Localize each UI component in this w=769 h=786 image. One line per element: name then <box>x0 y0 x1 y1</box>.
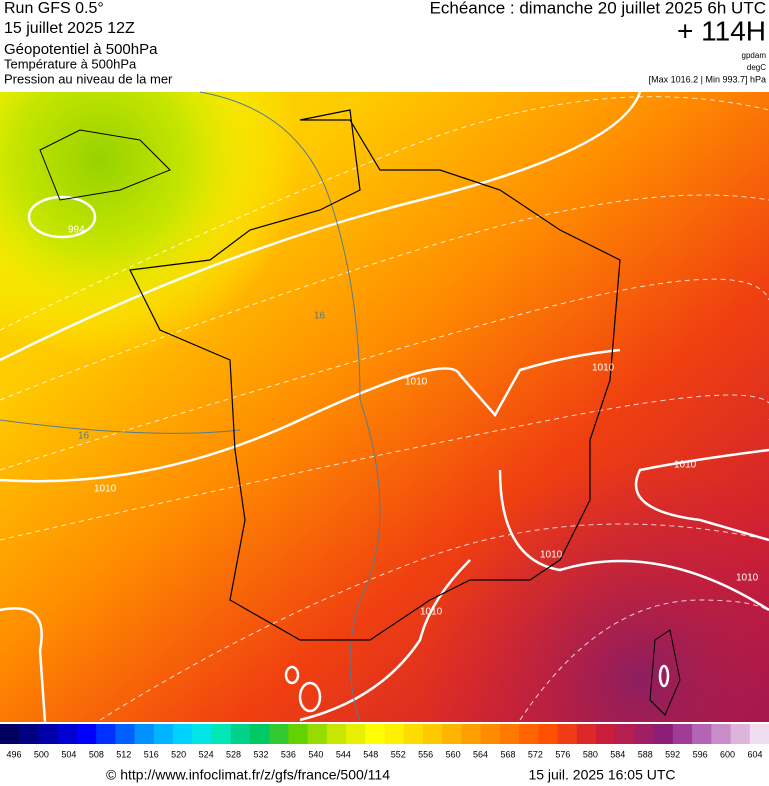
colorbar-swatch <box>134 724 155 744</box>
colorbar-label: 516 <box>144 749 159 759</box>
colorbar-swatch <box>307 724 328 744</box>
colorbar-swatch <box>365 724 385 744</box>
colorbar-swatch <box>730 724 751 744</box>
colorbar-label: 564 <box>473 749 488 759</box>
colorbar-swatch <box>269 724 289 744</box>
colorbar-swatch <box>57 724 78 744</box>
colorbar-swatch <box>96 724 116 744</box>
colorbar-label: 540 <box>308 749 323 759</box>
colorbar-swatch <box>672 724 693 744</box>
colorbar-swatch <box>749 724 769 744</box>
colorbar-label: 556 <box>418 749 433 759</box>
colorbar-swatch <box>595 724 616 744</box>
unit: degC <box>747 63 766 72</box>
colorbar-label: 536 <box>281 749 296 759</box>
colorbar-label: 532 <box>253 749 268 759</box>
lead-time: + 114H <box>677 15 766 46</box>
contour-label: 1010 <box>736 573 759 584</box>
contour-label: 1010 <box>592 363 615 374</box>
valid-time: Echéance : dimanche 20 juillet 2025 6h U… <box>430 0 766 17</box>
colorbar-swatch <box>403 724 424 744</box>
unit: [Max 1016.2 | Min 993.7] hPa <box>649 74 766 84</box>
colorbar-swatch <box>519 724 539 744</box>
colorbar-label: 500 <box>34 749 49 759</box>
colorbar-swatch <box>711 724 732 744</box>
colorbar-swatch <box>0 724 20 744</box>
footer-time: 15 juil. 2025 16:05 UTC <box>528 767 675 783</box>
colorbar-swatch <box>173 724 193 744</box>
colorbar-label: 584 <box>610 749 625 759</box>
contour-label: 994 <box>68 225 85 236</box>
map: 994 1010 1010 1010 1010 1010 1010 1010 1… <box>0 91 769 723</box>
colorbar-swatch <box>115 724 136 744</box>
colorbar-swatch <box>653 724 674 744</box>
colorbar-swatch <box>230 724 251 744</box>
colorbar-label: 588 <box>638 749 653 759</box>
colorbar-swatch <box>538 724 559 744</box>
contour-label: 16 <box>78 431 90 442</box>
colorbar-label: 592 <box>665 749 680 759</box>
colorbar-swatch <box>19 724 39 744</box>
colorbar-label: 580 <box>583 749 598 759</box>
colorbar-swatch <box>211 724 232 744</box>
colorbar-swatch <box>249 724 270 744</box>
colorbar-swatch <box>442 724 462 744</box>
contour-label: 1010 <box>674 460 697 471</box>
contour-label: 16 <box>314 311 326 322</box>
colorbar-label: 572 <box>528 749 543 759</box>
colorbar-label: 544 <box>336 749 351 759</box>
colorbar-swatch <box>384 724 405 744</box>
contour-label: 1010 <box>420 607 443 618</box>
colorbar-label: 576 <box>555 749 570 759</box>
header: Run GFS 0.5° 15 juillet 2025 12Z Géopote… <box>4 0 766 86</box>
colorbar-swatch <box>76 724 97 744</box>
colorbar-label: 520 <box>171 749 186 759</box>
colorbar-label: 548 <box>363 749 378 759</box>
colorbar-label: 496 <box>6 749 21 759</box>
colorbar-swatch <box>38 724 59 744</box>
contour-label: 1010 <box>405 377 428 388</box>
colorbar-swatch <box>576 724 597 744</box>
colorbar-swatch <box>153 724 174 744</box>
colorbar-label: 512 <box>116 749 131 759</box>
header-line: Température à 500hPa <box>4 56 137 71</box>
header-line: Géopotentiel à 500hPa <box>4 41 158 58</box>
colorbar-label: 596 <box>693 749 708 759</box>
colorbar: 496 500 504 508 512 516 520 524 528 532 536 540 544 5… <box>0 724 769 759</box>
colorbar-swatch <box>692 724 712 744</box>
header-line: Run GFS 0.5° <box>4 0 104 17</box>
contour-label: 1010 <box>94 484 117 495</box>
footer-url: © http://www.infoclimat.fr/z/gfs/france/… <box>106 767 390 783</box>
header-line: 15 juillet 2025 12Z <box>4 20 135 37</box>
colorbar-swatch <box>346 724 366 744</box>
colorbar-swatch <box>192 724 212 744</box>
colorbar-swatch <box>326 724 347 744</box>
contour-label: 1010 <box>540 550 563 561</box>
colorbar-label: 504 <box>61 749 76 759</box>
unit: gpdam <box>742 51 767 60</box>
colorbar-swatch <box>499 724 520 744</box>
colorbar-swatch <box>461 724 482 744</box>
colorbar-label: 600 <box>720 749 735 759</box>
colorbar-swatch <box>615 724 635 744</box>
colorbar-swatch <box>557 724 578 744</box>
colorbar-swatch <box>288 724 309 744</box>
colorbar-label: 604 <box>747 749 762 759</box>
colorbar-swatch <box>422 724 443 744</box>
colorbar-swatch <box>634 724 655 744</box>
colorbar-label: 528 <box>226 749 241 759</box>
colorbar-label: 508 <box>89 749 104 759</box>
colorbar-label: 524 <box>199 749 214 759</box>
header-line: Pression au niveau de la mer <box>4 71 173 86</box>
colorbar-label: 552 <box>391 749 406 759</box>
colorbar-label: 560 <box>446 749 461 759</box>
colorbar-label: 568 <box>500 749 515 759</box>
colorbar-swatch <box>480 724 501 744</box>
